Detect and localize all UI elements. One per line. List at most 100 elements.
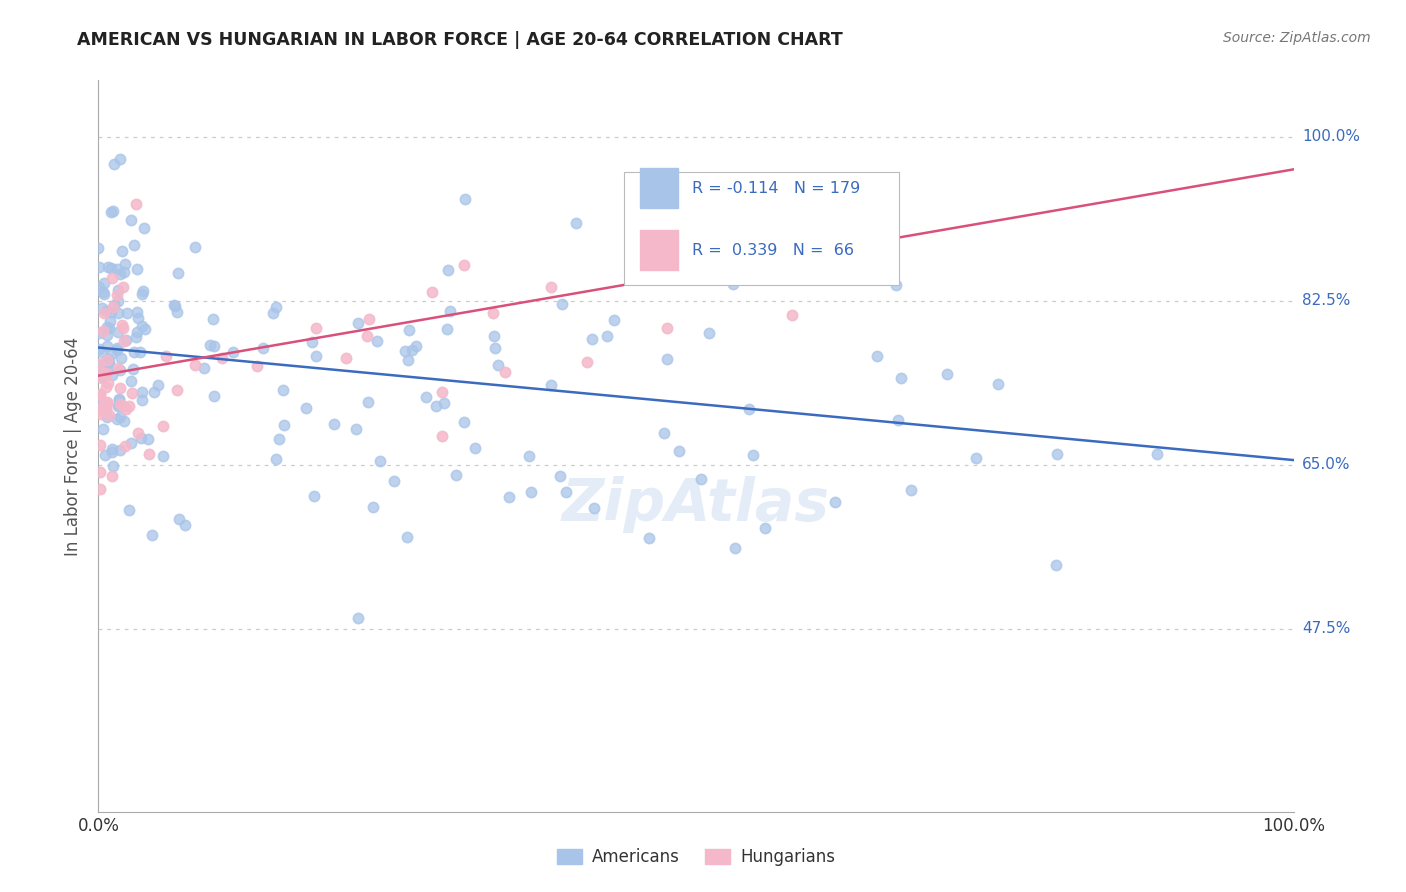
Point xyxy=(89,438,111,452)
Point xyxy=(482,328,505,343)
Point xyxy=(94,366,117,380)
Point xyxy=(302,489,325,503)
Point xyxy=(107,306,129,320)
Point xyxy=(565,216,588,230)
Point xyxy=(603,312,626,326)
Point xyxy=(551,296,574,310)
Point xyxy=(398,323,420,337)
Point xyxy=(91,285,114,299)
Point xyxy=(454,192,477,206)
Point xyxy=(97,321,120,335)
Point xyxy=(89,357,111,371)
Point xyxy=(484,341,506,355)
Point xyxy=(550,468,572,483)
Point xyxy=(1045,558,1067,572)
Text: 47.5%: 47.5% xyxy=(1302,622,1350,636)
Point xyxy=(101,300,124,314)
Point xyxy=(129,431,152,445)
Point xyxy=(89,360,111,375)
Point xyxy=(900,483,922,498)
Point xyxy=(90,408,112,422)
Point xyxy=(638,532,661,546)
Point xyxy=(91,422,114,436)
Point xyxy=(252,341,274,355)
Point xyxy=(420,285,443,299)
Point xyxy=(131,287,153,301)
Point xyxy=(273,383,295,397)
Point xyxy=(415,390,437,404)
Point xyxy=(108,410,131,425)
Point xyxy=(368,454,391,468)
Point xyxy=(100,347,122,361)
Point xyxy=(668,444,690,458)
Point xyxy=(540,280,562,294)
Point xyxy=(138,447,160,461)
Point xyxy=(433,396,456,410)
Point xyxy=(127,310,149,325)
Point xyxy=(89,482,111,496)
Point xyxy=(356,395,378,409)
Point xyxy=(96,352,118,367)
Point xyxy=(111,244,134,258)
Point xyxy=(202,339,225,353)
Point xyxy=(439,304,461,318)
Point xyxy=(90,403,112,417)
Point xyxy=(246,359,269,373)
Point xyxy=(127,425,149,440)
Point xyxy=(96,353,118,368)
Point xyxy=(890,371,912,385)
Point xyxy=(173,518,195,533)
Point xyxy=(134,220,156,235)
Point xyxy=(758,178,780,193)
Point xyxy=(87,260,110,274)
Point xyxy=(91,324,114,338)
Point xyxy=(136,433,159,447)
Point xyxy=(96,320,118,334)
Point xyxy=(697,326,720,340)
Point xyxy=(97,408,120,422)
Point xyxy=(780,309,803,323)
Point xyxy=(305,349,328,363)
Point xyxy=(301,334,323,349)
Point xyxy=(107,283,129,297)
Point xyxy=(184,358,207,372)
Point xyxy=(97,354,120,368)
Point xyxy=(357,312,380,326)
Point xyxy=(366,334,388,348)
Point xyxy=(134,321,156,335)
Point xyxy=(122,345,145,359)
Point xyxy=(517,449,540,463)
Point xyxy=(596,329,619,343)
Point xyxy=(115,333,138,347)
Point xyxy=(96,352,118,367)
Point xyxy=(444,468,467,483)
Point xyxy=(91,370,114,384)
Point xyxy=(115,402,138,417)
Point xyxy=(89,387,111,401)
Point xyxy=(344,422,367,436)
Point xyxy=(464,441,486,455)
Point xyxy=(105,412,128,426)
Point xyxy=(97,356,120,370)
Point xyxy=(717,246,740,260)
Point xyxy=(112,414,135,428)
Text: ZipAtlas: ZipAtlas xyxy=(562,476,830,533)
Point xyxy=(201,312,224,326)
Point xyxy=(96,395,118,409)
Point xyxy=(100,368,122,382)
Point xyxy=(124,330,146,344)
Point xyxy=(141,528,163,542)
Point xyxy=(724,541,747,555)
Point xyxy=(582,500,605,515)
Point xyxy=(405,338,427,352)
Text: 100.0%: 100.0% xyxy=(1302,129,1360,144)
Point xyxy=(101,444,124,458)
Point xyxy=(437,262,460,277)
Point xyxy=(965,450,987,465)
Point xyxy=(520,484,543,499)
Point xyxy=(87,342,110,356)
Point xyxy=(395,530,418,544)
Point xyxy=(347,611,370,625)
Point xyxy=(93,448,115,462)
Point xyxy=(90,401,112,415)
